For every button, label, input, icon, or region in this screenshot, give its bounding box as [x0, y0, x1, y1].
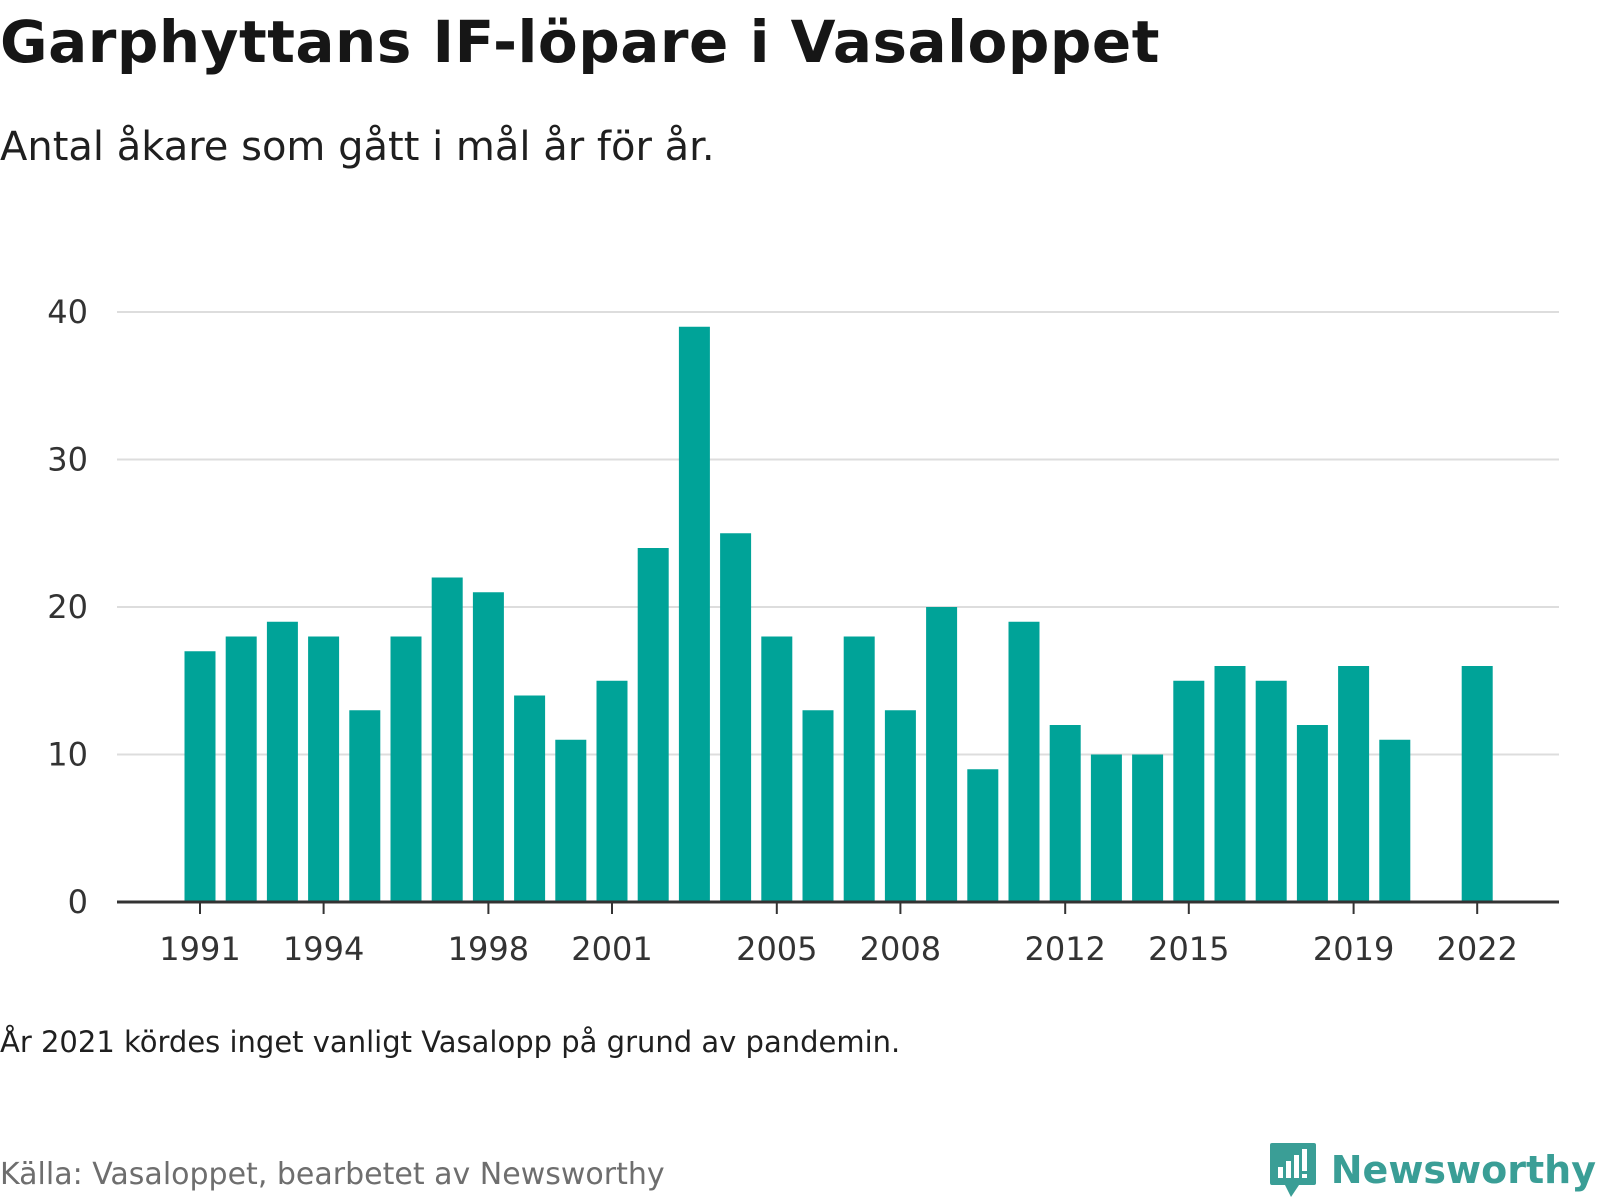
bar-2001[interactable] — [596, 680, 628, 902]
bar-1994[interactable] — [308, 636, 340, 903]
bar-1999[interactable] — [514, 695, 546, 903]
x-tick-label: 1994 — [283, 930, 364, 968]
y-tick-label: 0 — [68, 883, 88, 921]
y-tick-label: 10 — [47, 736, 88, 774]
y-tick-label: 40 — [47, 293, 88, 331]
chart-note: År 2021 kördes inget vanligt Vasalopp på… — [0, 1025, 901, 1059]
bars — [184, 326, 1493, 903]
newsworthy-logo-icon — [1269, 1143, 1316, 1197]
bar-1998[interactable] — [472, 592, 504, 902]
bar-chart: 0 10 20 30 40 1991 1994 1998 2001 2005 2008 2012 201… — [47, 293, 1559, 968]
bar-1992[interactable] — [225, 636, 257, 903]
x-tick-label: 2005 — [736, 930, 817, 968]
x-tick-label: 2015 — [1148, 930, 1229, 968]
bar-2014[interactable] — [1132, 754, 1164, 903]
chart-title: Garphyttans IF-löpare i Vasaloppet — [0, 8, 1160, 76]
bar-1996[interactable] — [390, 636, 422, 903]
bar-2022[interactable] — [1461, 666, 1493, 902]
x-axis — [117, 900, 1559, 914]
bar-2011[interactable] — [1008, 621, 1040, 902]
bar-2007[interactable] — [843, 636, 875, 903]
x-tick-label: 1998 — [448, 930, 529, 968]
bar-2013[interactable] — [1090, 754, 1122, 903]
bar-2004[interactable] — [720, 533, 752, 902]
bar-2006[interactable] — [802, 710, 834, 902]
x-tick-label: 2001 — [571, 930, 652, 968]
tick-labels: 0 10 20 30 40 1991 1994 1998 2001 2005 2008 2012 201… — [47, 293, 1518, 968]
x-tick-label: 2019 — [1313, 930, 1394, 968]
y-tick-label: 30 — [47, 441, 88, 479]
x-tick-label: 2022 — [1436, 930, 1517, 968]
bar-2009[interactable] — [926, 607, 958, 902]
bar-2017[interactable] — [1255, 680, 1287, 902]
bar-2000[interactable] — [555, 739, 587, 902]
x-tick-label: 1991 — [159, 930, 240, 968]
bar-2018[interactable] — [1296, 725, 1328, 902]
brand-name: Newsworthy — [1330, 1148, 1596, 1192]
x-tick-label: 2012 — [1024, 930, 1105, 968]
bar-2003[interactable] — [678, 326, 710, 902]
bar-2015[interactable] — [1173, 680, 1205, 902]
bar-2002[interactable] — [637, 548, 669, 902]
y-tick-label: 20 — [47, 588, 88, 626]
chart-subtitle: Antal åkare som gått i mål år för år. — [0, 124, 715, 170]
newsworthy-brand[interactable]: Newsworthy — [1269, 1141, 1596, 1199]
bar-2008[interactable] — [884, 710, 916, 902]
bar-1997[interactable] — [431, 577, 463, 903]
bar-2019[interactable] — [1338, 666, 1370, 902]
bar-1993[interactable] — [266, 621, 298, 902]
bar-2020[interactable] — [1379, 739, 1411, 902]
bar-2005[interactable] — [761, 636, 793, 903]
bar-2010[interactable] — [967, 769, 999, 902]
bar-1991[interactable] — [184, 651, 216, 902]
bar-2012[interactable] — [1049, 725, 1081, 902]
source-text: Källa: Vasaloppet, bearbetet av Newswort… — [0, 1157, 665, 1192]
bar-1995[interactable] — [349, 710, 381, 902]
x-tick-label: 2008 — [860, 930, 941, 968]
bar-2016[interactable] — [1214, 666, 1246, 902]
